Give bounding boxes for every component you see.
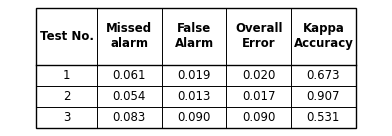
Bar: [36, 8, 356, 128]
Text: Overall
Error: Overall Error: [235, 22, 283, 50]
Text: 3: 3: [63, 111, 70, 124]
Text: 0.531: 0.531: [307, 111, 340, 124]
Text: 0.090: 0.090: [242, 111, 276, 124]
Text: 0.090: 0.090: [177, 111, 211, 124]
Text: 0.019: 0.019: [177, 69, 211, 82]
Text: 1: 1: [63, 69, 71, 82]
Text: Kappa
Accuracy: Kappa Accuracy: [294, 22, 353, 50]
Text: 0.061: 0.061: [113, 69, 146, 82]
Text: 2: 2: [63, 90, 71, 103]
Text: Test No.: Test No.: [40, 30, 94, 43]
Text: 0.673: 0.673: [307, 69, 340, 82]
Text: Missed
alarm: Missed alarm: [106, 22, 152, 50]
Text: 0.020: 0.020: [242, 69, 276, 82]
Text: 0.083: 0.083: [113, 111, 146, 124]
Text: 0.013: 0.013: [177, 90, 211, 103]
Text: 0.054: 0.054: [113, 90, 146, 103]
Text: 0.907: 0.907: [307, 90, 340, 103]
Text: False
Alarm: False Alarm: [174, 22, 214, 50]
Text: 0.017: 0.017: [242, 90, 276, 103]
